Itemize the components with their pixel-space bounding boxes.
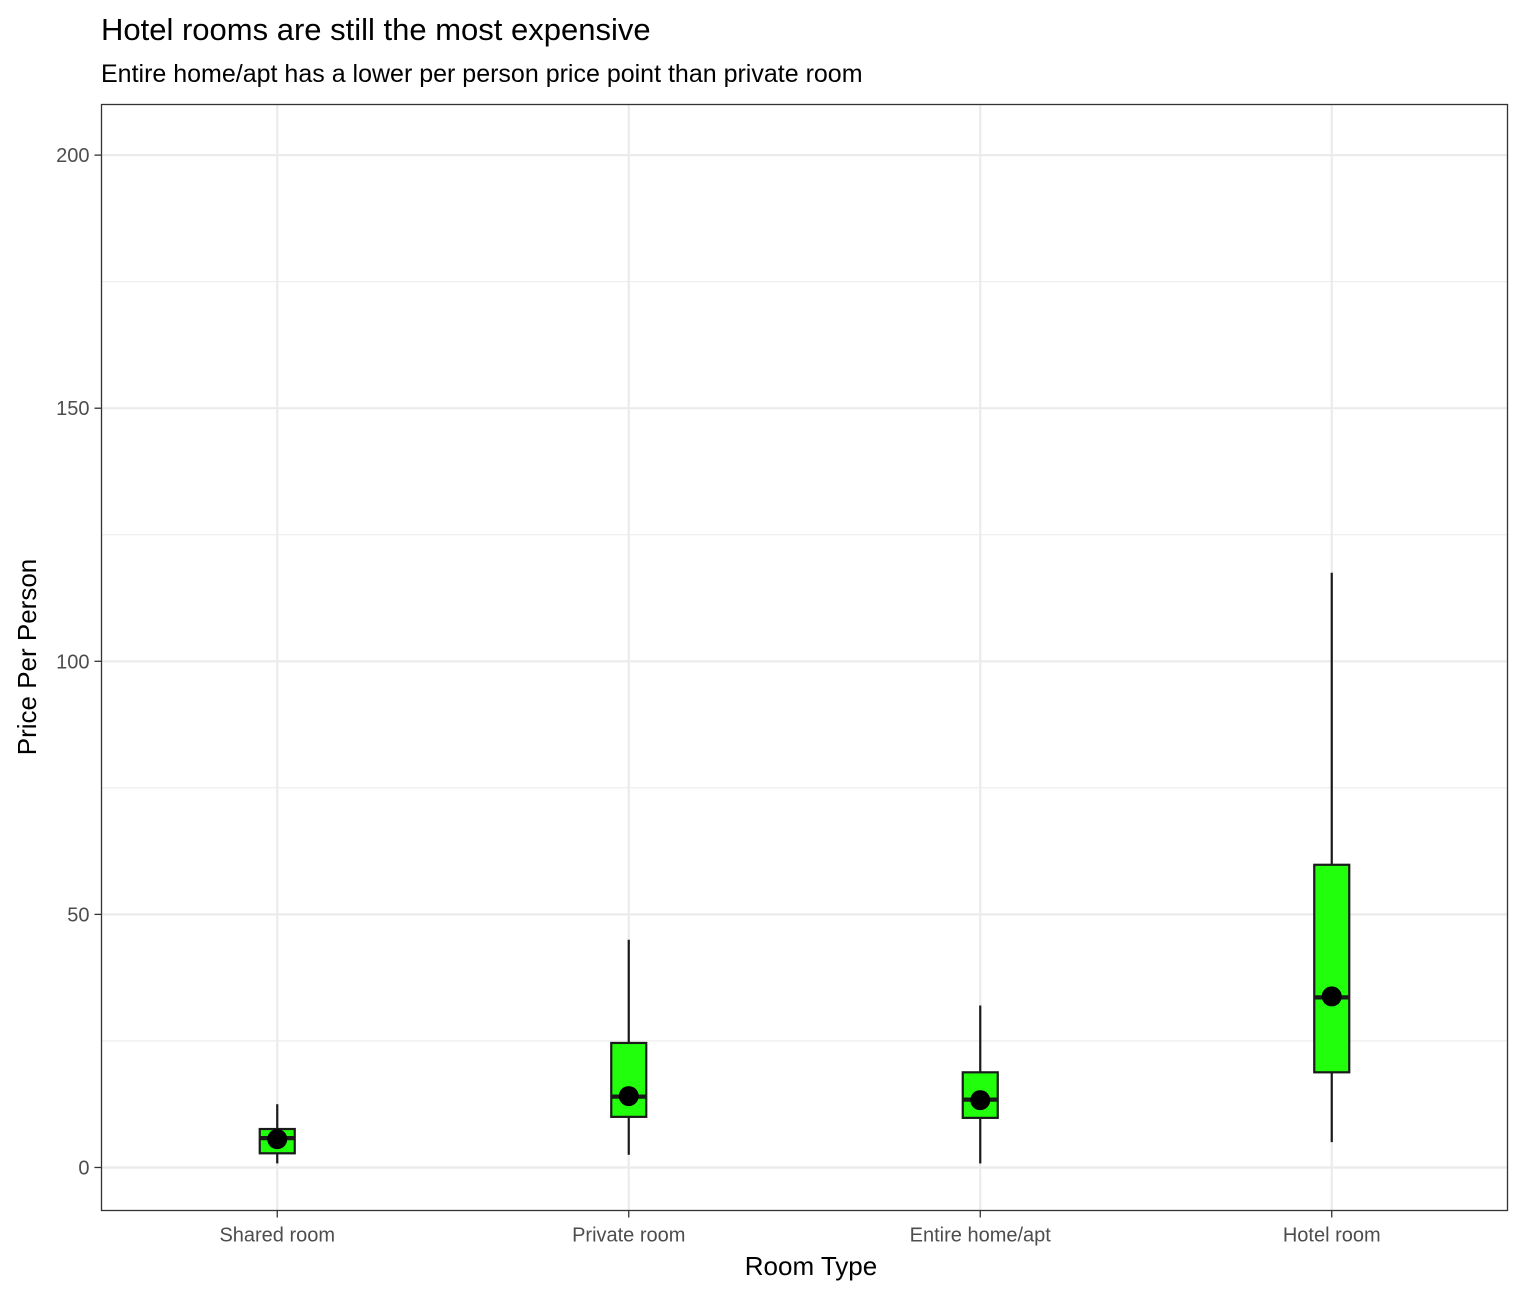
mean-point: [618, 1086, 639, 1107]
y-axis: 0 50 100 150 200: [56, 145, 102, 1179]
box-hotel-room: [1313, 572, 1351, 1143]
chart-subtitle: Entire home/apt has a lower per person p…: [101, 60, 863, 88]
mean-point: [970, 1090, 991, 1111]
y-tick-label: 100: [56, 651, 89, 673]
boxes: [258, 572, 1351, 1164]
x-axis: Shared room Private room Entire home/apt Ho…: [219, 1210, 1381, 1247]
y-tick-label: 0: [78, 1157, 89, 1179]
chart-title: Hotel rooms are still the most expensive: [101, 12, 651, 47]
gridlines: [101, 104, 1508, 1211]
y-tick-label: 150: [56, 398, 89, 420]
x-tick-label: Private room: [572, 1225, 685, 1247]
mean-point: [1321, 986, 1342, 1007]
x-tick-label: Hotel room: [1283, 1225, 1381, 1247]
x-tick-label: Entire home/apt: [910, 1225, 1052, 1247]
plot-panel-border: [100, 103, 1509, 1212]
y-axis-title: Price Per Person: [12, 559, 42, 756]
mean-point: [267, 1129, 288, 1150]
iqr-box: [1313, 863, 1351, 1074]
box-private-room: [610, 939, 648, 1155]
x-axis-title: Room Type: [745, 1251, 877, 1281]
box-entire-home-apt: [961, 1005, 999, 1164]
box-shared-room: [258, 1104, 296, 1164]
y-tick-label: 50: [67, 904, 89, 926]
y-tick-label: 200: [56, 145, 89, 167]
x-tick-label: Shared room: [219, 1225, 335, 1247]
